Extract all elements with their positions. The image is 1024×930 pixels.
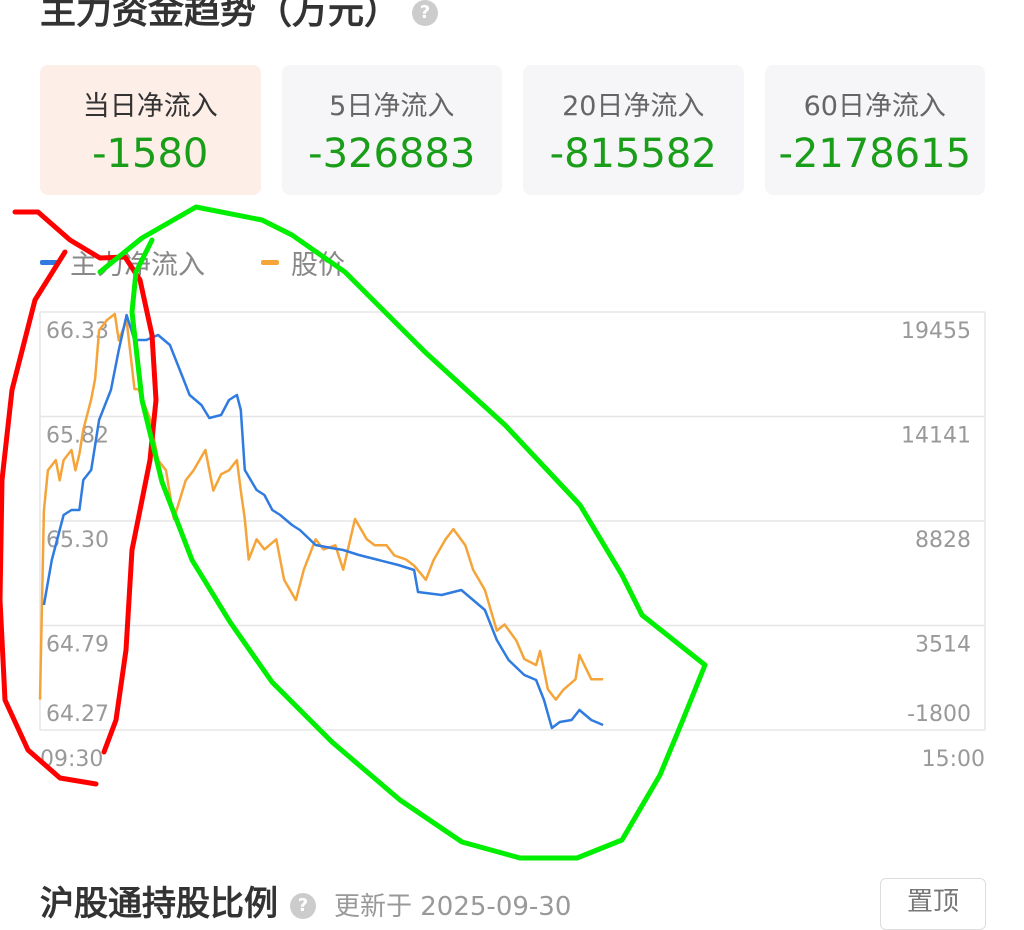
card-60day-inflow[interactable]: 60日净流入 -2178615 xyxy=(764,65,985,195)
x-tick-label: 15:00 xyxy=(922,747,985,772)
chart-legend: 主力净流入 股价 xyxy=(40,243,345,282)
y-right-tick-label: 3514 xyxy=(915,633,971,658)
question-circle-icon[interactable]: ? xyxy=(412,0,439,26)
card-label: 60日净流入 xyxy=(803,90,946,122)
section-title-text: 主力资金趋势（万元） xyxy=(40,0,401,32)
card-label: 当日净流入 xyxy=(82,90,218,122)
legend-item-inflow[interactable]: 主力净流入 xyxy=(40,243,205,282)
legend-label: 主力净流入 xyxy=(70,250,205,281)
card-today-inflow[interactable]: 当日净流入 -1580 xyxy=(40,65,261,195)
next-section-title: 沪股通持股比例? 更新于 2025-09-30 xyxy=(40,876,571,925)
section-title: 主力资金趋势（万元）? xyxy=(40,0,439,34)
legend-label: 股价 xyxy=(291,250,345,281)
y-right-tick-label: 19455 xyxy=(901,319,971,344)
y-left-tick-label: 64.79 xyxy=(46,633,109,658)
card-value: -1580 xyxy=(92,130,209,177)
x-tick-label: 09:30 xyxy=(40,747,103,772)
legend-swatch-orange xyxy=(261,260,279,265)
y-right-tick-label: 8828 xyxy=(915,528,971,553)
legend-swatch-blue xyxy=(40,260,58,265)
update-date: 更新于 2025-09-30 xyxy=(334,892,572,922)
card-value: -2178615 xyxy=(778,130,972,177)
question-circle-icon[interactable]: ? xyxy=(290,892,316,919)
y-left-tick-label: 64.27 xyxy=(46,702,109,727)
inflow-summary-cards: 当日净流入 -1580 5日净流入 -326883 20日净流入 -815582… xyxy=(40,65,985,195)
card-value: -815582 xyxy=(549,130,717,177)
card-label: 20日净流入 xyxy=(562,90,705,122)
y-right-tick-label: 14141 xyxy=(901,424,971,449)
y-right-tick-label: -1800 xyxy=(907,702,971,727)
card-label: 5日净流入 xyxy=(329,90,455,122)
series-line-price xyxy=(38,312,604,701)
card-value: -326883 xyxy=(308,130,476,177)
y-left-tick-label: 65.82 xyxy=(46,424,109,449)
fund-flow-chart: 66.3365.8265.3064.7964.27194551414188283… xyxy=(38,311,986,772)
card-20day-inflow[interactable]: 20日净流入 -815582 xyxy=(523,65,744,195)
legend-item-price[interactable]: 股价 xyxy=(261,243,345,282)
next-section-title-text: 沪股通持股比例 xyxy=(40,884,278,924)
card-5day-inflow[interactable]: 5日净流入 -326883 xyxy=(281,65,502,195)
pin-button[interactable]: 置顶 xyxy=(880,878,986,930)
